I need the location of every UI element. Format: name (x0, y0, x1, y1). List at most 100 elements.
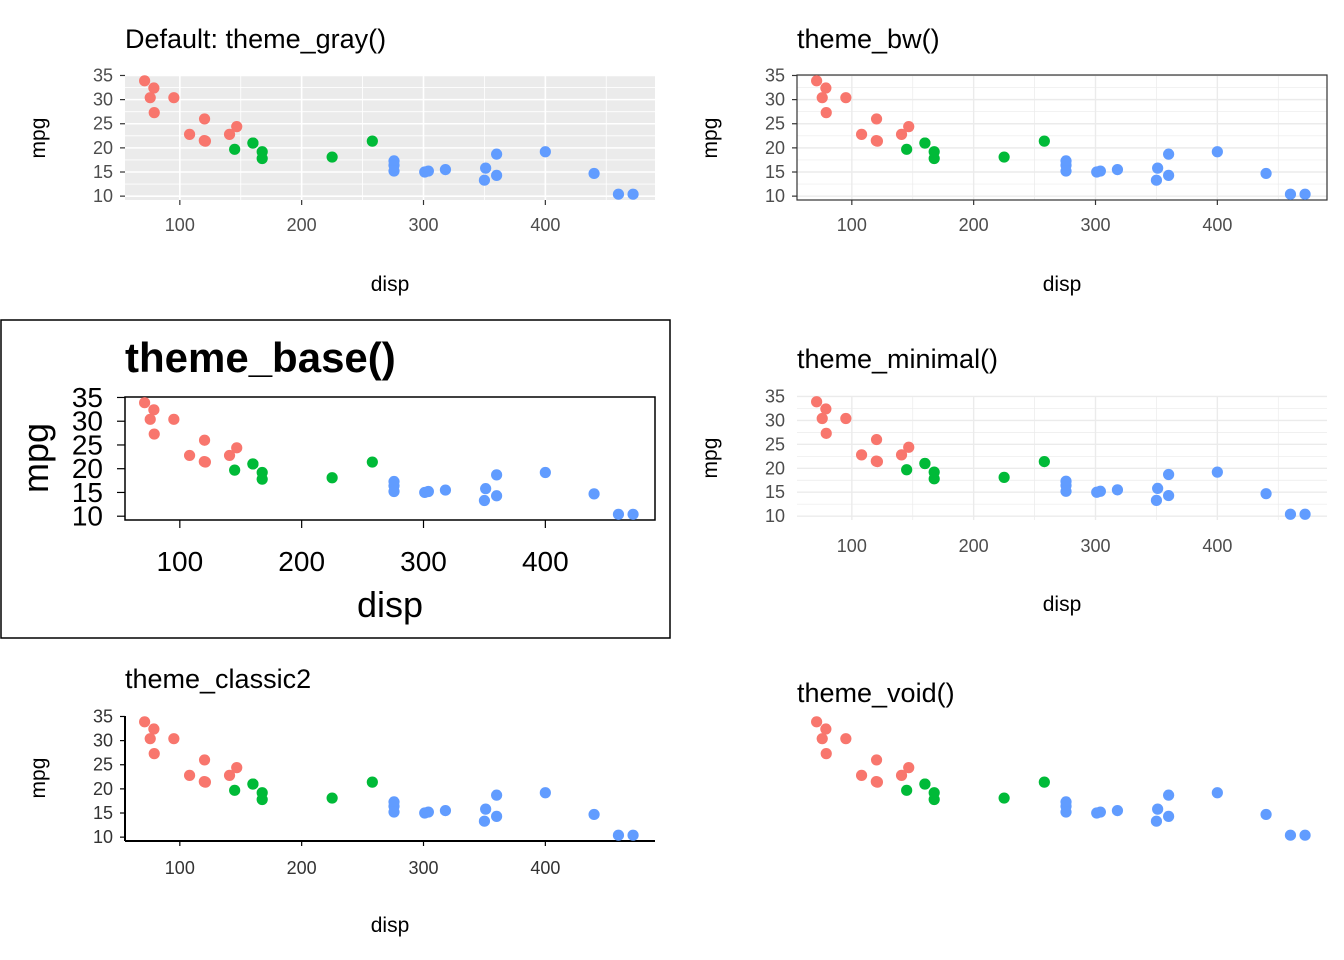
x-tick-label: 300 (408, 858, 438, 878)
data-point (247, 458, 259, 470)
data-point (326, 472, 338, 484)
data-point (491, 169, 503, 181)
data-point (148, 428, 160, 440)
data-point (1038, 776, 1050, 788)
data-point (1163, 468, 1175, 481)
data-point (901, 464, 913, 476)
data-point (478, 815, 491, 827)
y-tick-label: 10 (72, 501, 103, 532)
data-point (491, 789, 503, 801)
data-point (539, 466, 551, 479)
data-point (919, 778, 931, 790)
y-tick-label: 20 (765, 458, 785, 478)
data-point (919, 137, 931, 149)
y-tick-label: 30 (93, 90, 113, 110)
data-point (388, 155, 400, 167)
data-point (820, 403, 832, 415)
chart-minimal: 10 15 20 25 30 35 100 200 300 400 theme_minimal()d… (699, 344, 1327, 616)
y-tick-label: 20 (93, 779, 113, 799)
chart-title: theme_base() (125, 334, 396, 381)
data-point (870, 113, 883, 125)
data-point (388, 475, 400, 488)
y-tick-label: 20 (93, 138, 113, 158)
y-tick-label: 20 (765, 138, 785, 158)
data-point (256, 793, 268, 806)
panel-border (796, 74, 1328, 201)
data-point (820, 107, 832, 119)
data-point (388, 485, 400, 498)
data-point (539, 787, 551, 799)
data-point (1111, 804, 1124, 817)
data-point (256, 473, 268, 485)
chart-gray: 10 15 20 25 30 35 100 200 300 400 Default: theme_g… (27, 24, 655, 296)
data-point (439, 484, 452, 496)
data-point (148, 82, 160, 94)
y-tick-label: 30 (93, 731, 113, 751)
y-tick-label: 30 (72, 406, 103, 437)
data-point (840, 412, 852, 425)
data-point (895, 449, 908, 461)
y-tick-label: 35 (93, 706, 113, 726)
data-point (144, 92, 156, 104)
data-point (491, 810, 503, 822)
data-point (820, 748, 832, 760)
data-point (223, 449, 236, 462)
data-point (1152, 803, 1164, 815)
data-point (855, 449, 868, 461)
data-point (491, 148, 503, 160)
data-point (478, 174, 491, 186)
x-tick-label: 200 (287, 858, 317, 878)
x-tick-label: 200 (959, 536, 989, 556)
y-tick-label: 15 (93, 162, 113, 182)
data-point (1150, 494, 1163, 506)
data-point (366, 135, 378, 147)
data-point (870, 754, 883, 766)
data-point (491, 490, 503, 502)
data-point (231, 442, 243, 454)
x-tick-label: 400 (1202, 536, 1232, 556)
data-point (895, 769, 908, 781)
x-axis-title: disp (1043, 273, 1082, 296)
data-point (1060, 475, 1072, 487)
x-tick-label: 100 (165, 858, 195, 878)
data-point (478, 494, 491, 507)
data-point (1091, 166, 1103, 178)
y-tick-label: 35 (765, 386, 785, 406)
chart-title: Default: theme_gray() (125, 24, 386, 54)
data-point (168, 92, 180, 104)
data-point (811, 75, 823, 87)
x-axis-title: disp (371, 914, 410, 937)
data-point (816, 733, 828, 745)
data-point (1150, 174, 1163, 186)
data-point (439, 804, 452, 817)
chart-title: theme_minimal() (797, 344, 998, 374)
x-tick-label: 100 (165, 215, 195, 235)
x-tick-label: 200 (959, 215, 989, 235)
x-tick-label: 200 (278, 546, 325, 577)
y-tick-label: 15 (93, 803, 113, 823)
data-point (1111, 484, 1124, 496)
data-point (198, 113, 211, 125)
data-point (811, 396, 823, 408)
data-point (998, 792, 1010, 804)
x-tick-label: 100 (837, 536, 867, 556)
data-point (820, 427, 832, 439)
data-point (223, 128, 236, 140)
data-point (1060, 485, 1072, 497)
data-point (1060, 165, 1072, 177)
data-point (183, 769, 196, 781)
data-point (231, 121, 243, 133)
y-tick-label: 30 (765, 410, 785, 430)
data-point (871, 776, 884, 788)
x-tick-label: 400 (530, 858, 560, 878)
data-point (1299, 829, 1311, 841)
y-axis-title: mpg (699, 438, 722, 479)
data-point (901, 143, 913, 155)
data-point (1260, 488, 1272, 500)
data-point (1091, 486, 1103, 498)
data-point (928, 473, 940, 485)
data-point (231, 762, 243, 774)
data-point (247, 137, 259, 149)
y-tick-label: 15 (72, 477, 103, 508)
data-point (198, 434, 211, 446)
